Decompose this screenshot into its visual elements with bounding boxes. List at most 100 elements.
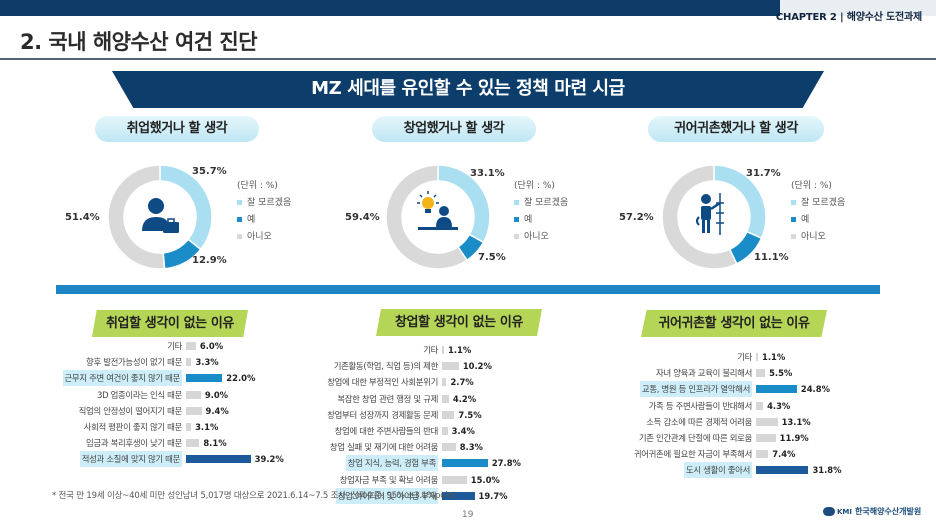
bar-value-label: 5.5%	[769, 368, 793, 379]
bar-value-label: 15.0%	[470, 474, 500, 485]
bar-value-label: 9.0%	[204, 389, 229, 400]
bar	[442, 378, 447, 387]
bar-value-label: 9.4%	[205, 405, 229, 416]
donut-label-no: 57.2%	[619, 212, 654, 223]
page-title: 2. 국내 해양수산 여건 진단	[20, 30, 258, 54]
bar-value-label: 1.1%	[762, 352, 786, 362]
bar-label: 3D 업종이라는 인식 때문	[97, 389, 182, 400]
bar-label: 기타	[737, 352, 752, 362]
bar-row: 창업에 대한 부정적인 사회분위기 2.7%	[286, 374, 473, 390]
bar-value-label: 3.3%	[195, 357, 219, 368]
bar	[186, 406, 202, 415]
legend-unit: (단위 : %)	[514, 181, 555, 191]
donut-label-yes: 7.5%	[478, 252, 506, 263]
bar-row: 귀어귀촌에 필요한 자금이 부족해서 7.4%	[600, 446, 796, 462]
bar-row: 기타 1.1%	[600, 349, 785, 365]
legend-unit: (단위 : %)	[237, 181, 278, 191]
bar-value-label: 19.7%	[478, 490, 508, 501]
banner-shape	[112, 71, 824, 108]
bar-value-label: 39.2%	[254, 454, 284, 465]
bar-value-label: 11.9%	[779, 433, 809, 443]
bar-row: 기타 1.1%	[286, 342, 471, 358]
donut-legend-startup: (단위 : %) 잘 모르겠음 예 아니오	[514, 178, 568, 246]
bar-label: 기타	[423, 345, 438, 355]
bar-label: 도시 생활이 좋아서	[684, 462, 752, 479]
bar-value-label: 22.0%	[226, 373, 256, 384]
donut-chart-employment	[107, 164, 213, 270]
bar-value-label: 4.3%	[767, 400, 791, 411]
reasons-title-employment: 취업할 생각이 없는 이유	[92, 310, 248, 337]
donut-label-unknown: 35.7%	[192, 166, 227, 177]
legend-item-yes: 예	[791, 212, 845, 229]
kmi-logo: KMI 한국해양수산개발원	[823, 506, 921, 517]
bar-value-label: 3.1%	[195, 422, 219, 432]
bar	[756, 466, 809, 475]
bar-value-label: 2.7%	[450, 377, 474, 388]
donut-label-unknown: 33.1%	[470, 168, 505, 179]
bar-row: 창업 실패 및 재기에 대한 어려움 8.3%	[286, 439, 483, 455]
bar	[186, 390, 201, 399]
bar	[442, 475, 467, 484]
bar-label: 창업에 대한 주변사람들의 반대	[334, 426, 439, 436]
top-bar-light	[780, 0, 936, 16]
bar-row: 기타 6.0%	[30, 338, 223, 354]
reasons-title-return-farming: 귀어귀촌할 생각이 없는 이유	[641, 310, 827, 337]
bar	[442, 491, 475, 500]
legend-item-unknown: 잘 모르겠음	[791, 195, 845, 212]
bar	[756, 385, 797, 394]
bar-value-label: 31.8%	[812, 465, 842, 476]
bar-row: 창업 지식, 능력, 경험 부족 27.8%	[286, 455, 521, 472]
bar-value-label: 7.5%	[458, 409, 482, 420]
bar-row: 직업의 안정성이 떨어지기 때문 9.4%	[30, 403, 229, 419]
donut-legend-employment: (단위 : %) 잘 모르겠음 예 아니오	[237, 178, 291, 246]
bar-label: 직업의 안정성이 떨어지기 때문	[78, 405, 183, 416]
bar-row: 복잡한 창업 관련 행정 및 규제 4.2%	[286, 391, 476, 407]
bar	[442, 459, 488, 468]
bar	[756, 353, 758, 361]
bar-row: 창업에 대한 주변사람들의 반대 3.4%	[286, 423, 475, 439]
bar-label: 창업에 대한 부정적인 사회분위기	[327, 377, 438, 388]
bar-value-label: 24.8%	[800, 384, 830, 395]
bar-value-label: 13.1%	[781, 416, 811, 427]
donut-title-employment: 취업했거나 할 생각	[95, 116, 259, 142]
bar-label: 창업자금 부족 및 확보 어려움	[339, 474, 439, 485]
bar-row: 근무지 주변 여건이 좋지 않기 때문 22.0%	[30, 370, 255, 387]
bar-label: 적성과 소질에 맞지 않기 때문	[79, 451, 182, 468]
bar	[756, 434, 776, 442]
bar	[186, 358, 192, 367]
bar	[186, 374, 223, 383]
donut-segment-no	[385, 164, 468, 270]
bar-row: 기존 인간관계 단절에 따른 외로움 11.9%	[600, 430, 809, 446]
bar-row: 적성과 소질에 맞지 않기 때문 39.2%	[30, 451, 284, 468]
bar-label: 근무지 주변 여건이 좋지 않기 때문	[62, 370, 182, 387]
bar-row: 향후 발전가능성이 없기 때문 3.3%	[30, 354, 219, 370]
donut-title-return-farming: 귀어귀촌했거나 할 생각	[648, 116, 824, 142]
legend-item-no: 아니오	[514, 229, 568, 246]
bar-label: 기존활동(학업, 직업 등)의 제한	[333, 361, 439, 372]
bar-value-label: 27.8%	[491, 458, 521, 469]
donut-chart-return-farming	[661, 164, 767, 270]
bar-row: 가족 등 주변사람들이 반대해서 4.3%	[600, 398, 791, 414]
bar-row: 교통, 병원 등 인프라가 열악해서 24.8%	[600, 381, 830, 398]
legend-item-yes: 예	[237, 212, 291, 229]
bar	[442, 410, 455, 419]
bar-row: 소득 감소에 따른 경제적 어려움 13.1%	[600, 414, 810, 430]
bar-label: 임금과 복리후생이 낮기 때문	[86, 438, 182, 449]
donut-label-no: 59.4%	[345, 212, 380, 223]
bar	[442, 443, 456, 452]
donut-label-yes: 11.1%	[754, 252, 789, 263]
bar-label: 복잡한 창업 관련 행정 및 규제	[337, 393, 438, 404]
bar-row: 기존활동(학업, 직업 등)의 제한 10.2%	[286, 358, 492, 374]
donut-segment-no	[661, 164, 738, 270]
bar-label: 가족 등 주변사람들이 반대해서	[648, 400, 753, 411]
bar	[186, 342, 196, 350]
top-bar-dark	[0, 0, 780, 16]
bar-row: 창업자금 부족 및 확보 어려움 15.0%	[286, 472, 500, 488]
fisherman-icon	[696, 193, 724, 235]
legend-unit: (단위 : %)	[791, 181, 832, 191]
job-seeker-icon	[142, 198, 179, 233]
logo-mark-icon	[823, 507, 835, 516]
title-rule	[0, 58, 936, 60]
legend-item-yes: 예	[514, 212, 568, 229]
bar-label: 창업 아이디어 및 아이템 부재	[335, 487, 438, 504]
